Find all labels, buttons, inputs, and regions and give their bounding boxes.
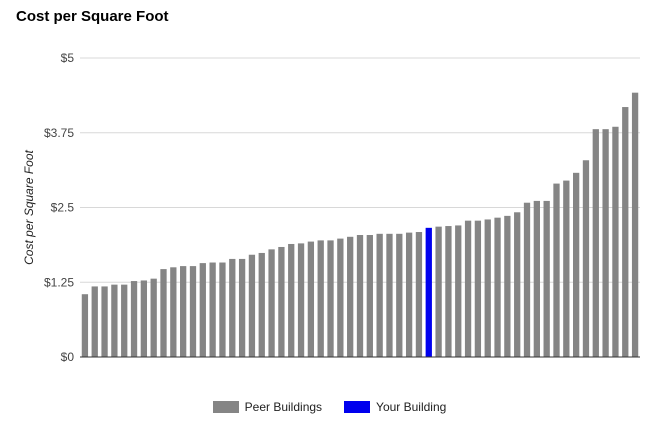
bar-peer-building bbox=[494, 217, 501, 357]
bar-peer-building bbox=[317, 240, 324, 357]
bar-peer-building bbox=[504, 215, 511, 357]
bar-peer-building bbox=[258, 252, 265, 357]
bar-peer-building bbox=[288, 243, 295, 357]
y-axis-ticks: $0 $1.25 $2.5 $3.75 $5 bbox=[44, 51, 74, 364]
y-axis-label: Cost per Square Foot bbox=[22, 149, 36, 264]
legend-swatch-peer bbox=[212, 401, 239, 413]
bar-peer-building bbox=[160, 269, 167, 357]
bar-peer-building bbox=[111, 284, 118, 357]
legend-item-peer: Peer Buildings bbox=[212, 400, 323, 414]
bar-peer-building bbox=[533, 200, 540, 357]
bar-peer-building bbox=[327, 240, 334, 357]
bar-peer-building bbox=[356, 235, 364, 357]
bar-peer-building bbox=[297, 243, 305, 357]
bar-peer-building bbox=[573, 172, 580, 357]
bar-peer-building bbox=[435, 226, 442, 357]
bar-peer-building bbox=[121, 284, 128, 357]
y-tick-label: $5 bbox=[61, 51, 75, 65]
legend-item-your-building: Your Building bbox=[344, 400, 446, 414]
bar-peer-building bbox=[337, 238, 344, 357]
y-tick-label: $0 bbox=[61, 350, 75, 364]
bar-peer-building bbox=[189, 266, 197, 357]
legend-swatch-your-building bbox=[344, 401, 371, 413]
bar-peer-building bbox=[563, 180, 570, 357]
bar-peer-building bbox=[229, 258, 236, 357]
bar-peer-building bbox=[445, 226, 452, 357]
legend-label-peer: Peer Buildings bbox=[244, 400, 323, 414]
chart-title: Cost per Square Foot bbox=[16, 8, 169, 25]
bar-peer-building bbox=[278, 246, 285, 357]
bar-peer-building bbox=[81, 294, 89, 357]
bar-peer-building bbox=[631, 92, 639, 358]
bar-peer-building bbox=[592, 129, 599, 357]
bar-peer-building bbox=[415, 232, 423, 357]
bar-peer-building bbox=[386, 233, 393, 357]
y-tick-label: $3.75 bbox=[44, 126, 74, 140]
y-tick-label: $1.25 bbox=[44, 275, 74, 289]
legend: Peer Buildings Your Building bbox=[0, 400, 659, 414]
bars bbox=[81, 92, 639, 358]
bar-peer-building bbox=[464, 220, 472, 357]
bar-peer-building bbox=[376, 233, 383, 357]
bar-peer-building bbox=[612, 126, 619, 358]
bar-peer-building bbox=[101, 286, 108, 357]
bar-your-building bbox=[425, 227, 432, 357]
bar-peer-building bbox=[514, 212, 521, 357]
bar-peer-building bbox=[405, 232, 413, 357]
bar-peer-building bbox=[523, 202, 531, 357]
legend-label-your-building: Your Building bbox=[376, 400, 447, 414]
bar-peer-building bbox=[455, 225, 462, 357]
bar-peer-building bbox=[622, 107, 629, 357]
bar-peer-building bbox=[209, 262, 216, 357]
bar-peer-building bbox=[366, 235, 373, 357]
bar-peer-building bbox=[484, 219, 491, 357]
bar-chart: $0 $1.25 $2.5 $3.75 $5 Cost per Square Foot bbox=[22, 51, 640, 364]
bar-peer-building bbox=[91, 286, 98, 357]
bar-peer-building bbox=[150, 278, 157, 357]
bar-peer-building bbox=[180, 266, 187, 357]
bar-peer-building bbox=[582, 160, 590, 357]
bar-peer-building bbox=[238, 258, 246, 357]
bar-peer-building bbox=[396, 233, 403, 357]
bar-peer-building bbox=[248, 254, 256, 357]
bar-peer-building bbox=[347, 236, 354, 357]
bar-peer-building bbox=[474, 220, 482, 357]
bar-peer-building bbox=[307, 241, 315, 357]
bar-peer-building bbox=[543, 200, 550, 357]
bar-peer-building bbox=[170, 267, 177, 357]
bar-peer-building bbox=[199, 263, 206, 357]
bar-peer-building bbox=[140, 280, 148, 357]
bar-peer-building bbox=[602, 129, 609, 357]
y-tick-label: $2.5 bbox=[51, 201, 75, 215]
bar-peer-building bbox=[219, 262, 226, 357]
bar-peer-building bbox=[130, 281, 138, 357]
bar-peer-building bbox=[553, 183, 560, 357]
bar-peer-building bbox=[268, 249, 275, 357]
